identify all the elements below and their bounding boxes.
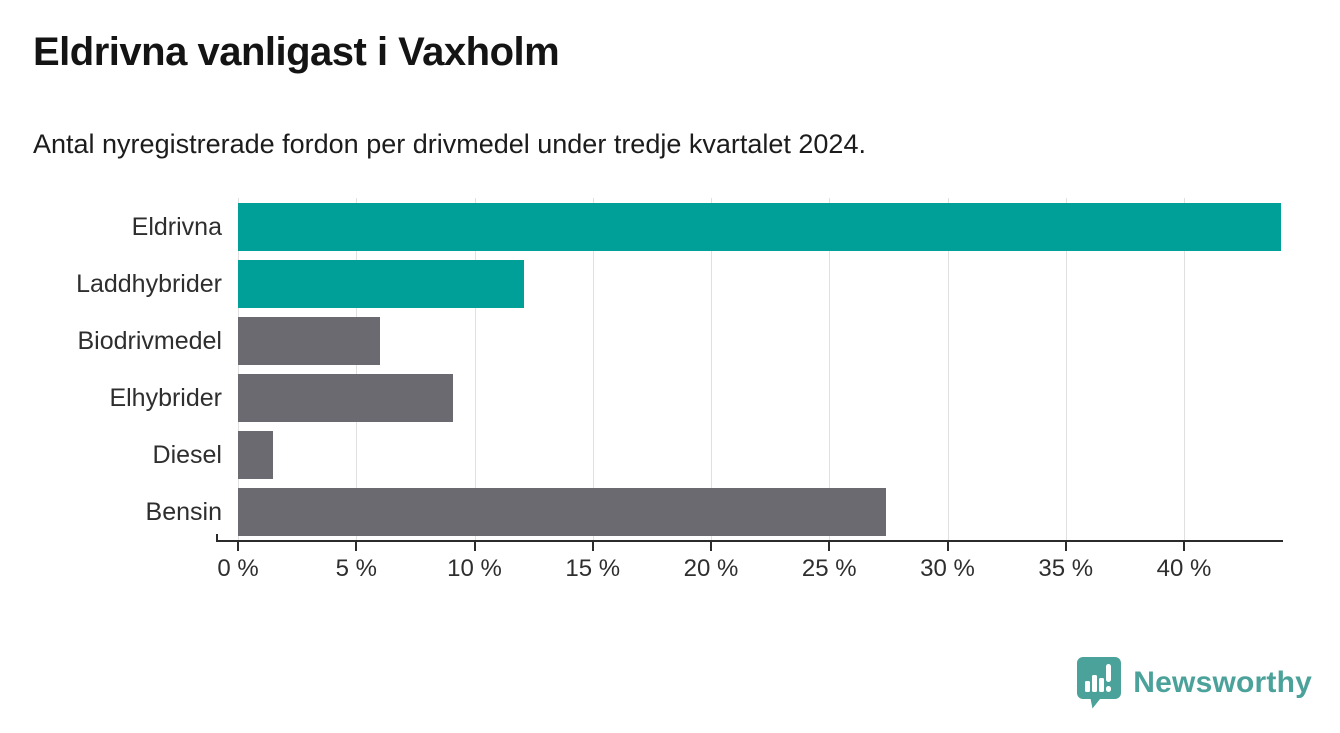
axis-tick-label: 20 %	[683, 555, 739, 582]
axis-tick	[355, 542, 358, 551]
gridline	[947, 198, 949, 541]
newsworthy-logo-text: Newsworthy	[1133, 665, 1312, 699]
category-labels: Eldrivna Laddhybrider Biodrivmedel Elhybrid…	[0, 198, 222, 541]
axis-tick-label: 5 %	[335, 555, 377, 582]
category-label: Biodrivmedel	[77, 326, 222, 355]
chart-title: Eldrivna vanligast i Vaxholm	[33, 30, 560, 74]
gridline	[829, 198, 831, 541]
bar	[238, 317, 380, 365]
gridline	[474, 198, 476, 541]
gridline	[592, 198, 594, 541]
axis-tick	[946, 542, 949, 551]
bar	[238, 260, 525, 308]
axis-tick-label: 25 %	[801, 555, 857, 582]
category-label: Laddhybrider	[76, 269, 222, 298]
category-label: Diesel	[152, 440, 222, 469]
axis-tick-label: 15 %	[565, 555, 621, 582]
category-label: Bensin	[145, 497, 222, 526]
gridline	[356, 198, 358, 541]
x-axis-end-cap	[216, 534, 218, 542]
gridline	[238, 198, 239, 541]
bar	[238, 203, 1281, 251]
axis-tick-label: 0 %	[217, 555, 259, 582]
gridline	[711, 198, 713, 541]
axis-tick-label: 10 %	[447, 555, 502, 582]
axis-tick	[473, 542, 476, 551]
gridline	[1065, 198, 1067, 541]
x-axis-line	[216, 540, 1283, 542]
axis-tick	[1183, 542, 1186, 551]
category-label: Elhybrider	[109, 383, 222, 412]
axis-tick	[828, 542, 831, 551]
newsworthy-logo: Newsworthy	[1076, 656, 1312, 709]
axis-tick-label: 40 %	[1156, 555, 1212, 582]
axis-tick	[237, 542, 239, 551]
newsworthy-logo-icon	[1077, 657, 1122, 709]
gridline	[1184, 198, 1186, 541]
chart-subtitle: Antal nyregistrerade fordon per drivmede…	[33, 129, 866, 159]
bar	[238, 488, 887, 536]
x-axis: 0 % 5 % 10 % 15 % 20 % 25 % 30 % 35 % 40 %	[217, 542, 1281, 592]
axis-tick	[1064, 542, 1067, 551]
plot-area	[238, 198, 1281, 541]
axis-tick	[591, 542, 594, 551]
axis-tick	[710, 542, 713, 551]
axis-tick-label: 30 %	[920, 555, 975, 582]
bar	[238, 374, 454, 422]
category-label: Eldrivna	[131, 212, 222, 241]
axis-tick-label: 35 %	[1038, 555, 1094, 582]
bar	[238, 431, 274, 479]
